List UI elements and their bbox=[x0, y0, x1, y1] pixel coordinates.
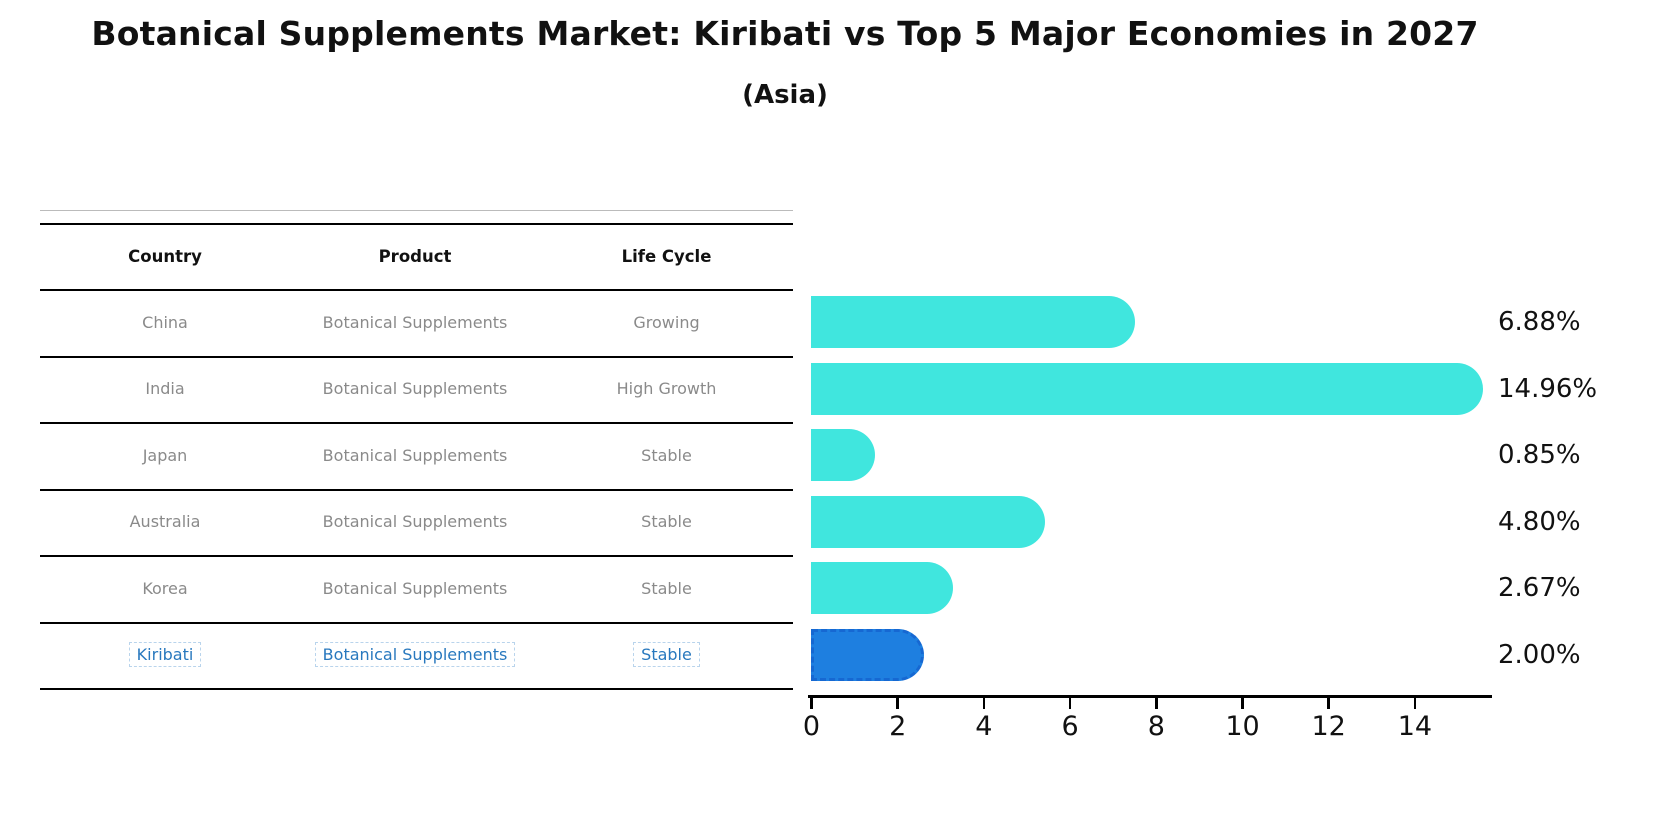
cell-life_cycle: High Growth bbox=[540, 379, 793, 398]
cell-text: Botanical Supplements bbox=[322, 578, 508, 598]
cell-text: High Growth bbox=[616, 379, 717, 399]
x-tick-8 bbox=[1155, 698, 1158, 709]
value-label-china: 6.88% bbox=[1498, 307, 1581, 338]
value-label-australia: 4.80% bbox=[1498, 506, 1581, 537]
table-row-india: India Botanical Supplements High Growth bbox=[40, 356, 793, 423]
table-rule-1 bbox=[40, 289, 793, 291]
cell-life_cycle: Stable bbox=[540, 446, 793, 465]
x-tick-label-12: 12 bbox=[1311, 711, 1346, 742]
column-header-product: Product bbox=[378, 246, 452, 266]
table-row-australia: Australia Botanical Supplements Stable bbox=[40, 489, 793, 556]
table-rule-5 bbox=[40, 555, 793, 557]
cell-life_cycle: Growing bbox=[540, 313, 793, 332]
bar-australia bbox=[811, 495, 1045, 548]
x-tick-label-14: 14 bbox=[1397, 711, 1433, 742]
column-header-country: Country bbox=[128, 246, 202, 266]
cell-text: Kiribati bbox=[128, 642, 202, 668]
table-row-china: China Botanical Supplements Growing bbox=[40, 289, 793, 356]
cell-text: Stable bbox=[641, 445, 692, 465]
cell-product: Botanical Supplements bbox=[290, 446, 540, 465]
cell-product: Botanical Supplements bbox=[290, 579, 540, 598]
bar-china bbox=[811, 296, 1135, 349]
x-tick-label-4: 4 bbox=[975, 711, 993, 742]
cell-product: Botanical Supplements bbox=[290, 512, 540, 531]
chart-title: Botanical Supplements Market: Kiribati v… bbox=[91, 14, 1479, 53]
cell-life_cycle: Stable bbox=[540, 642, 793, 668]
cell-country: Kiribati bbox=[40, 642, 290, 668]
x-axis-line bbox=[808, 695, 1492, 698]
cell-text: Botanical Supplements bbox=[314, 642, 516, 668]
cell-text: Australia bbox=[129, 512, 201, 532]
cell-text: Growing bbox=[633, 312, 700, 332]
x-tick-10 bbox=[1241, 698, 1244, 709]
table-header-row: Country Product Life Cycle bbox=[40, 223, 793, 289]
cell-country: India bbox=[40, 379, 290, 398]
table-rule-7 bbox=[40, 688, 793, 690]
cell-country: Australia bbox=[40, 512, 290, 531]
x-tick-6 bbox=[1068, 698, 1072, 709]
x-tick-label-2: 2 bbox=[889, 711, 907, 742]
x-tick-label-8: 8 bbox=[1147, 711, 1165, 742]
table-rule-0 bbox=[40, 223, 793, 225]
value-label-japan: 0.85% bbox=[1498, 440, 1581, 471]
value-label-kiribati: 2.00% bbox=[1498, 639, 1581, 670]
x-tick-4 bbox=[982, 698, 986, 709]
table-row-japan: Japan Botanical Supplements Stable bbox=[40, 422, 793, 489]
x-tick-label-10: 10 bbox=[1225, 711, 1260, 742]
cell-text: Stable bbox=[633, 642, 700, 668]
cell-text: Japan bbox=[142, 445, 188, 465]
cell-life_cycle: Stable bbox=[540, 579, 793, 598]
cell-life_cycle: Stable bbox=[540, 512, 793, 531]
cell-country: Japan bbox=[40, 446, 290, 465]
chart-subtitle: (Asia) bbox=[742, 80, 828, 110]
bar-india bbox=[811, 362, 1483, 415]
cell-product: Botanical Supplements bbox=[290, 642, 540, 668]
cell-text: Stable bbox=[641, 512, 692, 532]
x-tick-label-6: 6 bbox=[1061, 711, 1079, 742]
cell-product: Botanical Supplements bbox=[290, 379, 540, 398]
cell-text: Korea bbox=[142, 578, 188, 598]
table-outer-top-rule bbox=[40, 210, 793, 211]
x-tick-14 bbox=[1413, 698, 1417, 709]
cell-text: Botanical Supplements bbox=[322, 445, 508, 465]
cell-product: Botanical Supplements bbox=[290, 313, 540, 332]
cell-text: Botanical Supplements bbox=[322, 312, 508, 332]
x-tick-0 bbox=[810, 698, 813, 709]
column-header-life-cycle: Life Cycle bbox=[621, 246, 712, 266]
table-row-kiribati: Kiribati Botanical Supplements Stable bbox=[40, 622, 793, 689]
x-tick-2 bbox=[896, 698, 899, 709]
x-tick-12 bbox=[1327, 698, 1330, 709]
table-row-korea: Korea Botanical Supplements Stable bbox=[40, 555, 793, 622]
bar-japan bbox=[811, 429, 875, 482]
cell-country: Korea bbox=[40, 579, 290, 598]
table-rule-4 bbox=[40, 488, 793, 491]
table-rule-2 bbox=[40, 355, 793, 358]
cell-text: Stable bbox=[641, 578, 692, 598]
x-tick-label-0: 0 bbox=[802, 711, 821, 742]
cell-text: Botanical Supplements bbox=[322, 379, 508, 399]
bar-kiribati bbox=[811, 628, 925, 681]
bar-korea bbox=[811, 562, 954, 615]
cell-country: China bbox=[40, 313, 290, 332]
value-label-korea: 2.67% bbox=[1498, 573, 1581, 604]
table-rule-6 bbox=[40, 621, 793, 624]
cell-text: China bbox=[142, 312, 188, 332]
cell-text: Botanical Supplements bbox=[322, 512, 508, 532]
value-label-india: 14.96% bbox=[1498, 373, 1598, 404]
table-rule-3 bbox=[40, 422, 793, 424]
cell-text: India bbox=[145, 379, 185, 399]
